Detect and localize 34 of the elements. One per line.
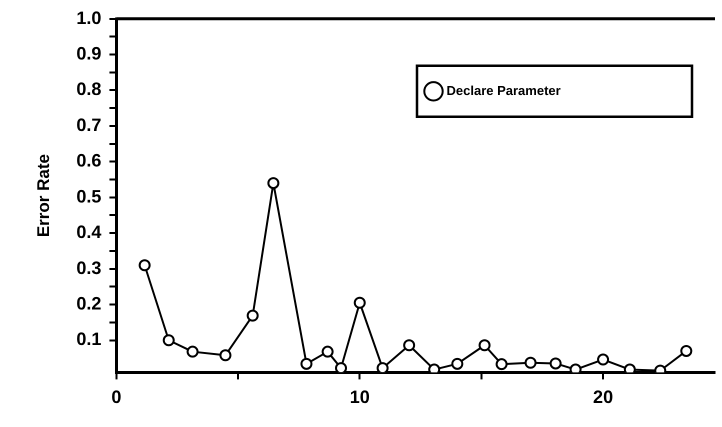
point xyxy=(300,358,312,370)
legend-label: Declare Parameter xyxy=(446,82,561,98)
point xyxy=(267,177,280,190)
point xyxy=(354,296,366,309)
y-tick-label: 0.7 xyxy=(76,114,102,135)
y-tick-label: 0.8 xyxy=(76,79,102,100)
y-tick-label: 0.9 xyxy=(76,43,102,64)
x-tick-label: 20 xyxy=(593,387,614,408)
point xyxy=(403,339,416,352)
y-tick-label: 0.3 xyxy=(76,258,102,278)
y-tick-label: 1.0 xyxy=(76,8,102,28)
point xyxy=(550,357,562,370)
point xyxy=(219,349,232,362)
y-tick-label: 0.4 xyxy=(76,222,102,242)
y-axis-title: Error Rate xyxy=(34,154,53,238)
point xyxy=(496,358,508,370)
point xyxy=(451,358,464,370)
point xyxy=(478,339,491,352)
point xyxy=(186,346,199,358)
y-tick-label: 0.6 xyxy=(76,150,102,171)
point xyxy=(335,362,348,372)
y-tick-label: 0.1 xyxy=(76,329,102,350)
x-tick-label: 0 xyxy=(111,387,122,408)
point xyxy=(162,334,175,346)
x-tick-label: 10 xyxy=(350,387,370,408)
y-tick-label: 0.5 xyxy=(76,186,102,206)
point xyxy=(246,310,259,322)
point xyxy=(597,354,610,366)
point xyxy=(138,259,151,272)
point xyxy=(376,362,389,372)
point xyxy=(322,346,334,358)
y-tick-label: 0.2 xyxy=(76,294,102,314)
point xyxy=(524,356,537,369)
point xyxy=(680,344,692,357)
